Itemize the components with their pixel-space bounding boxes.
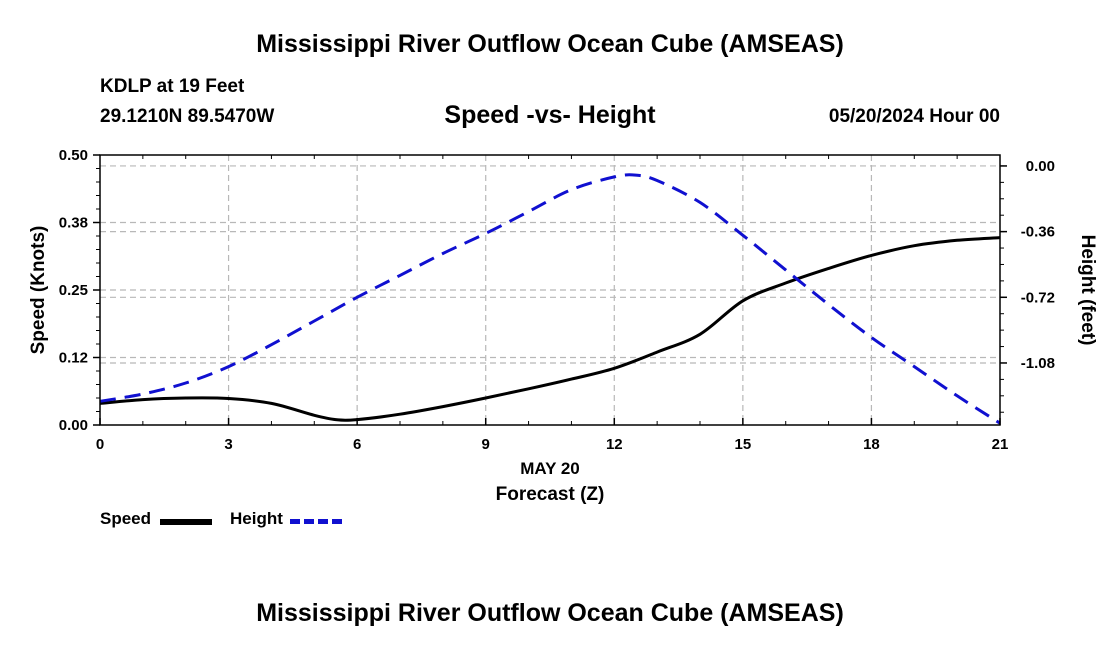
legend-height-swatch: [290, 519, 342, 524]
chart-title: Mississippi River Outflow Ocean Cube (AM…: [256, 30, 844, 58]
axes: [93, 154, 1007, 426]
series-lines: [99, 173, 1001, 425]
x-tick-label: 15: [735, 436, 752, 453]
speed-series-line: [99, 236, 1001, 422]
y-left-tick-label: 0.50: [59, 147, 88, 164]
x-tick-label: 6: [353, 436, 361, 453]
x-tick-label: 0: [96, 436, 104, 453]
y-right-tick-label: -1.08: [1021, 355, 1055, 372]
tick-labels: 0 3 6 9 12 15 18 21 0.00 0.12 0.25 0.38 0.50 0.00 -0.3…: [59, 147, 1055, 453]
chart-subtitle: Speed -vs- Height: [444, 101, 656, 129]
legend-speed-swatch: [160, 519, 212, 525]
coordinates-label: 29.1210N 89.5470W: [100, 106, 275, 127]
y-left-tick-label: 0.25: [59, 282, 88, 299]
y-left-tick-label: 0.38: [59, 215, 88, 232]
y-right-tick-label: -0.36: [1021, 224, 1055, 241]
legend-height-label: Height: [230, 509, 283, 528]
x-tick-label: 9: [482, 436, 490, 453]
forecast-datetime: 05/20/2024 Hour 00: [828, 106, 1000, 127]
x-axis-label: Forecast (Z): [496, 484, 605, 505]
y-right-tick-label: -0.72: [1021, 289, 1055, 306]
y-left-tick-label: 0.00: [59, 417, 88, 434]
legend-speed-label: Speed: [100, 509, 152, 528]
y-axis-right-label: Height (feet): [1077, 235, 1098, 346]
y-axis-left-label: Speed (Knots): [28, 226, 49, 355]
x-tick-label: 3: [224, 436, 232, 453]
x-tick-label: 21: [992, 436, 1009, 453]
grid-lines: [100, 155, 1000, 425]
y-left-tick-label: 0.12: [59, 350, 88, 367]
x-axis-date-label: MAY 20: [520, 459, 580, 478]
y-right-tick-label: 0.00: [1026, 158, 1055, 175]
x-tick-label: 18: [863, 436, 880, 453]
x-tick-label: 12: [606, 436, 623, 453]
height-series-line: [99, 173, 1001, 425]
station-label: KDLP at 19 Feet: [100, 76, 245, 97]
footer-title: Mississippi River Outflow Ocean Cube (AM…: [256, 599, 844, 627]
